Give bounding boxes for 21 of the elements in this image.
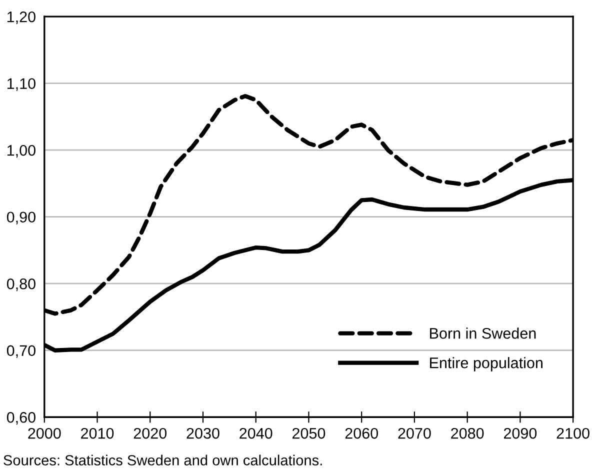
x-tick-label: 2000 [28,428,61,439]
x-tick-label: 2040 [240,428,272,439]
x-tick-label: 2020 [134,428,167,439]
y-tick-label: 0,90 [6,212,36,224]
x-tick-label: 2080 [451,428,484,439]
y-tick-label: 0,60 [6,412,36,425]
y-tick-label: 1,20 [8,11,36,24]
x-tick-label: 2070 [398,428,431,439]
x-tick-label: 2090 [504,428,537,439]
y-tick-label: 1,00 [8,144,36,158]
legend-label: Born in Sweden [430,328,536,339]
y-tick-label: 1,10 [8,78,36,91]
x-tick-label: 2050 [292,428,326,439]
legend-label: Entire population [430,357,542,372]
x-tick-label: 2100 [556,428,590,439]
y-tick-label: 0,70 [6,345,36,358]
y-tick-label: 0,80 [6,278,36,292]
x-tick-label: 2030 [186,428,220,439]
source-note: Sources: Statistics Sweden and own calculations. [4,454,322,466]
x-tick-label: 2010 [81,428,114,439]
x-tick-label: 2060 [345,428,378,439]
